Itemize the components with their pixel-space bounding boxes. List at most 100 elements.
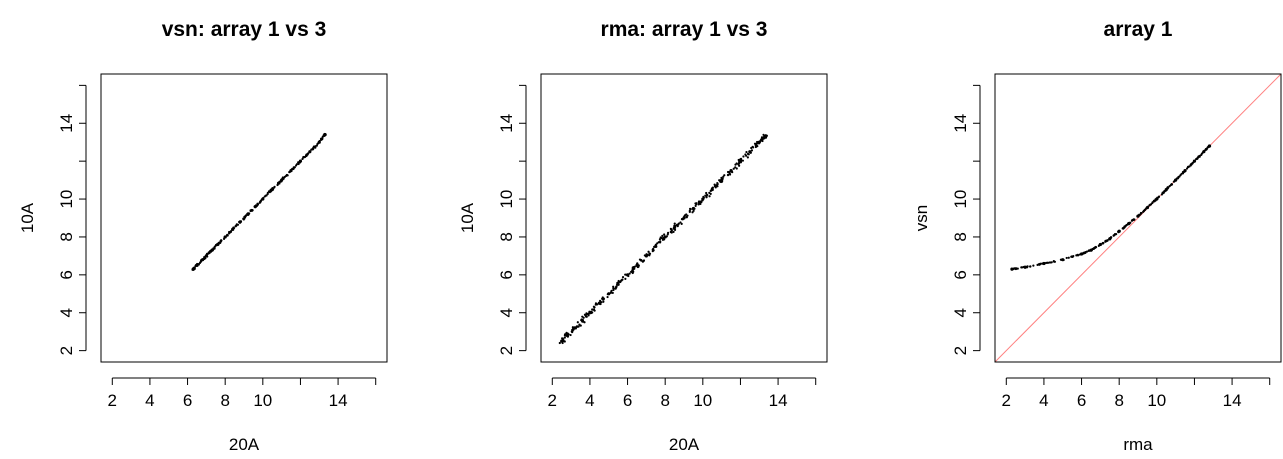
data-point [1128,221,1131,224]
data-point [258,201,261,204]
chart-title: rma: array 1 vs 3 [601,18,768,41]
data-point [319,137,323,140]
data-point [665,235,668,238]
data-point [1202,150,1206,153]
data-point [659,241,662,244]
data-point [599,300,602,303]
data-point [606,295,609,299]
data-point [563,336,566,339]
x-tick-label: 10 [1147,391,1166,410]
data-point [566,335,570,338]
data-point [249,209,252,213]
data-point [732,167,735,170]
data-point [609,291,612,295]
x-tick-label: 4 [1039,391,1048,410]
data-point [640,259,643,262]
data-point [1048,261,1051,264]
data-point [677,222,680,225]
data-point [282,176,285,179]
y-tick-label: 4 [497,308,516,317]
data-point [581,315,584,318]
data-point [565,332,569,335]
data-point [586,312,589,316]
data-point [298,159,303,163]
data-point [1180,172,1183,175]
data-point [670,231,673,234]
data-point [203,256,206,260]
data-point [308,150,312,154]
y-tick-label: 10 [57,190,76,209]
data-point [242,217,245,221]
data-point [706,193,709,197]
data-point [694,204,697,208]
data-point [745,150,748,154]
data-point [631,267,634,270]
x-tick-label: 10 [693,391,712,410]
chart-panel-1: vsn: array 1 vs 3 2 4 6 8 10 14 20A 2 4 6 8 10 14 10A [18,18,388,454]
data-point [666,231,670,234]
data-point [1200,152,1203,155]
data-point [1138,213,1141,216]
data-point [683,214,687,217]
data-point [713,185,717,188]
y-tick-label: 4 [951,308,970,317]
y-tick-label: 14 [57,114,76,133]
data-point [705,191,708,195]
data-point [716,181,719,185]
data-point [561,341,564,345]
x-axis-label: rma [1123,435,1153,454]
data-point [206,255,209,258]
data-point [735,167,738,170]
data-point [591,308,594,311]
x-axis-label: 20A [669,435,700,454]
data-point [602,297,605,300]
y-tick-label: 6 [951,270,970,279]
data-point [1130,219,1134,222]
data-point [691,206,696,211]
data-point [679,221,682,224]
data-point [710,187,714,190]
data-point [689,208,692,211]
data-point [1208,145,1211,148]
data-point [652,247,655,250]
data-point [318,140,321,143]
data-point [709,192,712,195]
data-point [302,155,305,159]
data-point [654,243,657,246]
y-axis-label: 10A [18,202,37,233]
data-point [583,321,586,324]
data-point [674,224,677,227]
data-point [277,182,280,185]
data-point [721,177,724,181]
data-point [229,230,233,233]
x-tick-label: 2 [1002,391,1011,410]
data-point [734,166,737,169]
data-point [259,199,263,202]
data-point [658,238,662,241]
data-point [1067,256,1070,259]
data-point [1112,234,1115,237]
data-point [747,153,750,156]
chart-title: vsn: array 1 vs 3 [162,18,327,41]
data-point [599,302,602,306]
data-point [1197,155,1200,158]
data-point [672,230,675,233]
data-point [756,140,759,144]
y-tick-label: 10 [951,190,970,209]
data-point [759,139,762,142]
data-point [718,179,721,182]
data-point [575,325,578,328]
data-point [1187,165,1190,168]
data-point [558,341,561,345]
y-tick-label: 2 [497,346,516,355]
x-tick-label: 8 [660,391,669,410]
data-point [1043,262,1046,265]
data-point [1029,265,1032,268]
data-point [295,163,299,166]
y-tick-label: 8 [57,232,76,241]
x-tick-label: 8 [220,391,229,410]
data-point [755,142,758,145]
data-point [205,252,209,255]
data-point [273,185,276,188]
data-point [247,212,250,215]
